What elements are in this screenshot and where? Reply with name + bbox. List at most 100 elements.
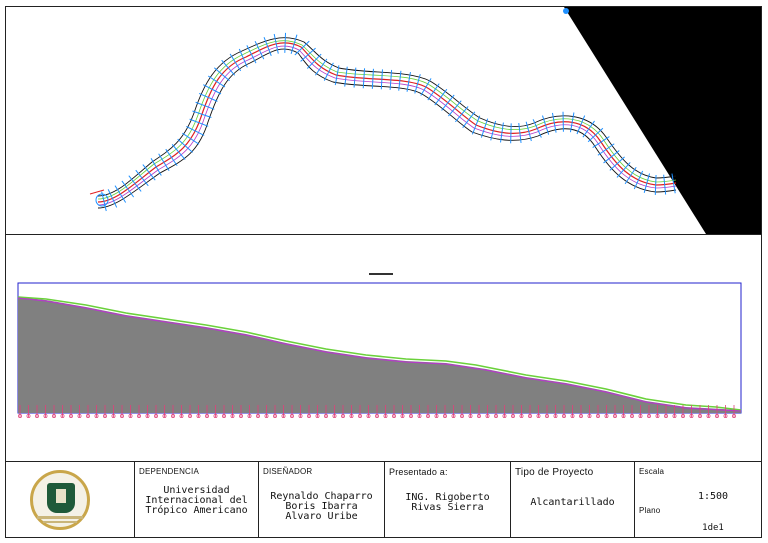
station-marker bbox=[239, 414, 243, 418]
cross-section-tick bbox=[441, 94, 455, 111]
profile-title-mark bbox=[369, 273, 393, 275]
station-marker bbox=[732, 414, 736, 418]
logo-cell bbox=[6, 462, 134, 538]
station-marker bbox=[35, 414, 39, 418]
station-marker bbox=[26, 414, 31, 418]
cross-section-tick bbox=[582, 120, 595, 138]
station-marker bbox=[434, 414, 439, 418]
cross-section-tick bbox=[671, 173, 676, 194]
tipo-label: Tipo de Proyecto bbox=[515, 467, 594, 478]
station-marker bbox=[103, 414, 107, 418]
cross-section-tick bbox=[603, 150, 620, 164]
cross-section-tick bbox=[158, 153, 170, 172]
station-marker bbox=[536, 414, 541, 418]
ground-line bbox=[17, 296, 742, 411]
station-marker bbox=[213, 414, 218, 418]
station-marker bbox=[562, 414, 566, 418]
station-marker bbox=[86, 414, 90, 418]
station-marker bbox=[443, 414, 447, 418]
cross-section-tick bbox=[221, 59, 236, 76]
station-marker bbox=[485, 414, 490, 418]
cross-section-tick bbox=[195, 101, 215, 110]
university-seal-icon bbox=[30, 470, 90, 530]
station-marker bbox=[426, 414, 430, 418]
cross-section-tick bbox=[290, 34, 298, 54]
station-marker bbox=[392, 414, 396, 418]
cross-section-tick bbox=[142, 164, 156, 181]
station-marker bbox=[154, 414, 158, 418]
cross-section-tick bbox=[334, 65, 340, 86]
cell-presentado: Presentado a: ING. Rigoberto Rivas Sierr… bbox=[384, 462, 510, 538]
station-marker bbox=[638, 414, 643, 418]
cell-disenador: DISEÑADOR Reynaldo Chaparro Boris Ibarra… bbox=[258, 462, 384, 538]
station-marker bbox=[715, 414, 719, 418]
station-marker bbox=[324, 414, 328, 418]
cross-section-tick bbox=[576, 115, 586, 135]
disenador-line-2: Boris Ibarra bbox=[285, 501, 358, 512]
station-marker bbox=[264, 414, 269, 418]
cross-section-tick bbox=[455, 106, 469, 123]
cross-section-tick bbox=[344, 66, 348, 87]
presentado-line-2: Rivas Sierra bbox=[411, 502, 484, 513]
road-alignment bbox=[97, 37, 677, 209]
station-marker bbox=[43, 414, 48, 418]
station-marker bbox=[681, 414, 685, 418]
cell-tipo: Tipo de Proyecto Alcantarillado bbox=[510, 462, 634, 538]
station-marker bbox=[162, 414, 167, 418]
station-marker bbox=[511, 414, 515, 418]
station-marker bbox=[358, 414, 362, 418]
cross-section-tick bbox=[490, 120, 497, 141]
station-marker bbox=[128, 414, 133, 418]
station-marker bbox=[553, 414, 558, 418]
cross-section-tick bbox=[198, 92, 218, 102]
cross-section-tick bbox=[643, 173, 651, 193]
station-marker bbox=[587, 414, 592, 418]
plan-view bbox=[89, 7, 761, 234]
station-marker bbox=[545, 414, 549, 418]
title-block: DEPENDENCIA Universidad Internacional de… bbox=[6, 461, 761, 538]
cross-section-tick bbox=[609, 156, 625, 171]
station-marker bbox=[179, 414, 184, 418]
station-marker bbox=[655, 414, 660, 418]
station-marker bbox=[341, 414, 345, 418]
station-marker bbox=[451, 414, 456, 418]
cross-section-tick bbox=[427, 83, 440, 101]
disenador-label: DISEÑADOR bbox=[263, 467, 313, 476]
cross-section-tick bbox=[207, 75, 226, 88]
cross-section-tick bbox=[542, 115, 550, 135]
cross-section-ticks bbox=[101, 32, 676, 212]
cross-section-tick bbox=[229, 53, 242, 72]
cross-section-tick bbox=[654, 174, 657, 195]
station-marker bbox=[494, 414, 498, 418]
station-marker bbox=[596, 414, 600, 418]
cross-section-tick bbox=[389, 69, 393, 90]
cross-section-tick bbox=[284, 32, 287, 53]
station-marker bbox=[570, 414, 575, 418]
station-marker bbox=[69, 414, 73, 418]
station-marker bbox=[468, 414, 473, 418]
cross-section-tick bbox=[192, 110, 212, 118]
station-marker bbox=[366, 414, 371, 418]
cross-section-tick bbox=[569, 112, 575, 133]
station-marker bbox=[315, 414, 320, 418]
cross-section-tick bbox=[380, 69, 383, 90]
station-marker bbox=[417, 414, 422, 418]
station-marker bbox=[94, 414, 99, 418]
station-marker bbox=[298, 414, 303, 418]
station-marker bbox=[375, 414, 379, 418]
station-marker bbox=[111, 414, 116, 418]
disenador-line-1: Reynaldo Chaparro bbox=[270, 491, 373, 502]
station-marker bbox=[689, 414, 694, 418]
cell-escala: Escala 1:500 Plano 1de1 bbox=[634, 462, 761, 538]
station-marker bbox=[281, 414, 286, 418]
road-start bbox=[89, 189, 109, 207]
station-marker bbox=[222, 414, 226, 418]
station-marker bbox=[604, 414, 609, 418]
station-marker bbox=[120, 414, 124, 418]
cross-section-tick bbox=[518, 123, 522, 143]
cross-section-tick bbox=[165, 148, 178, 166]
cross-section-tick bbox=[150, 158, 162, 176]
station-marker bbox=[60, 414, 65, 418]
cross-section-tick bbox=[314, 58, 328, 76]
cross-section-tick bbox=[254, 40, 265, 60]
